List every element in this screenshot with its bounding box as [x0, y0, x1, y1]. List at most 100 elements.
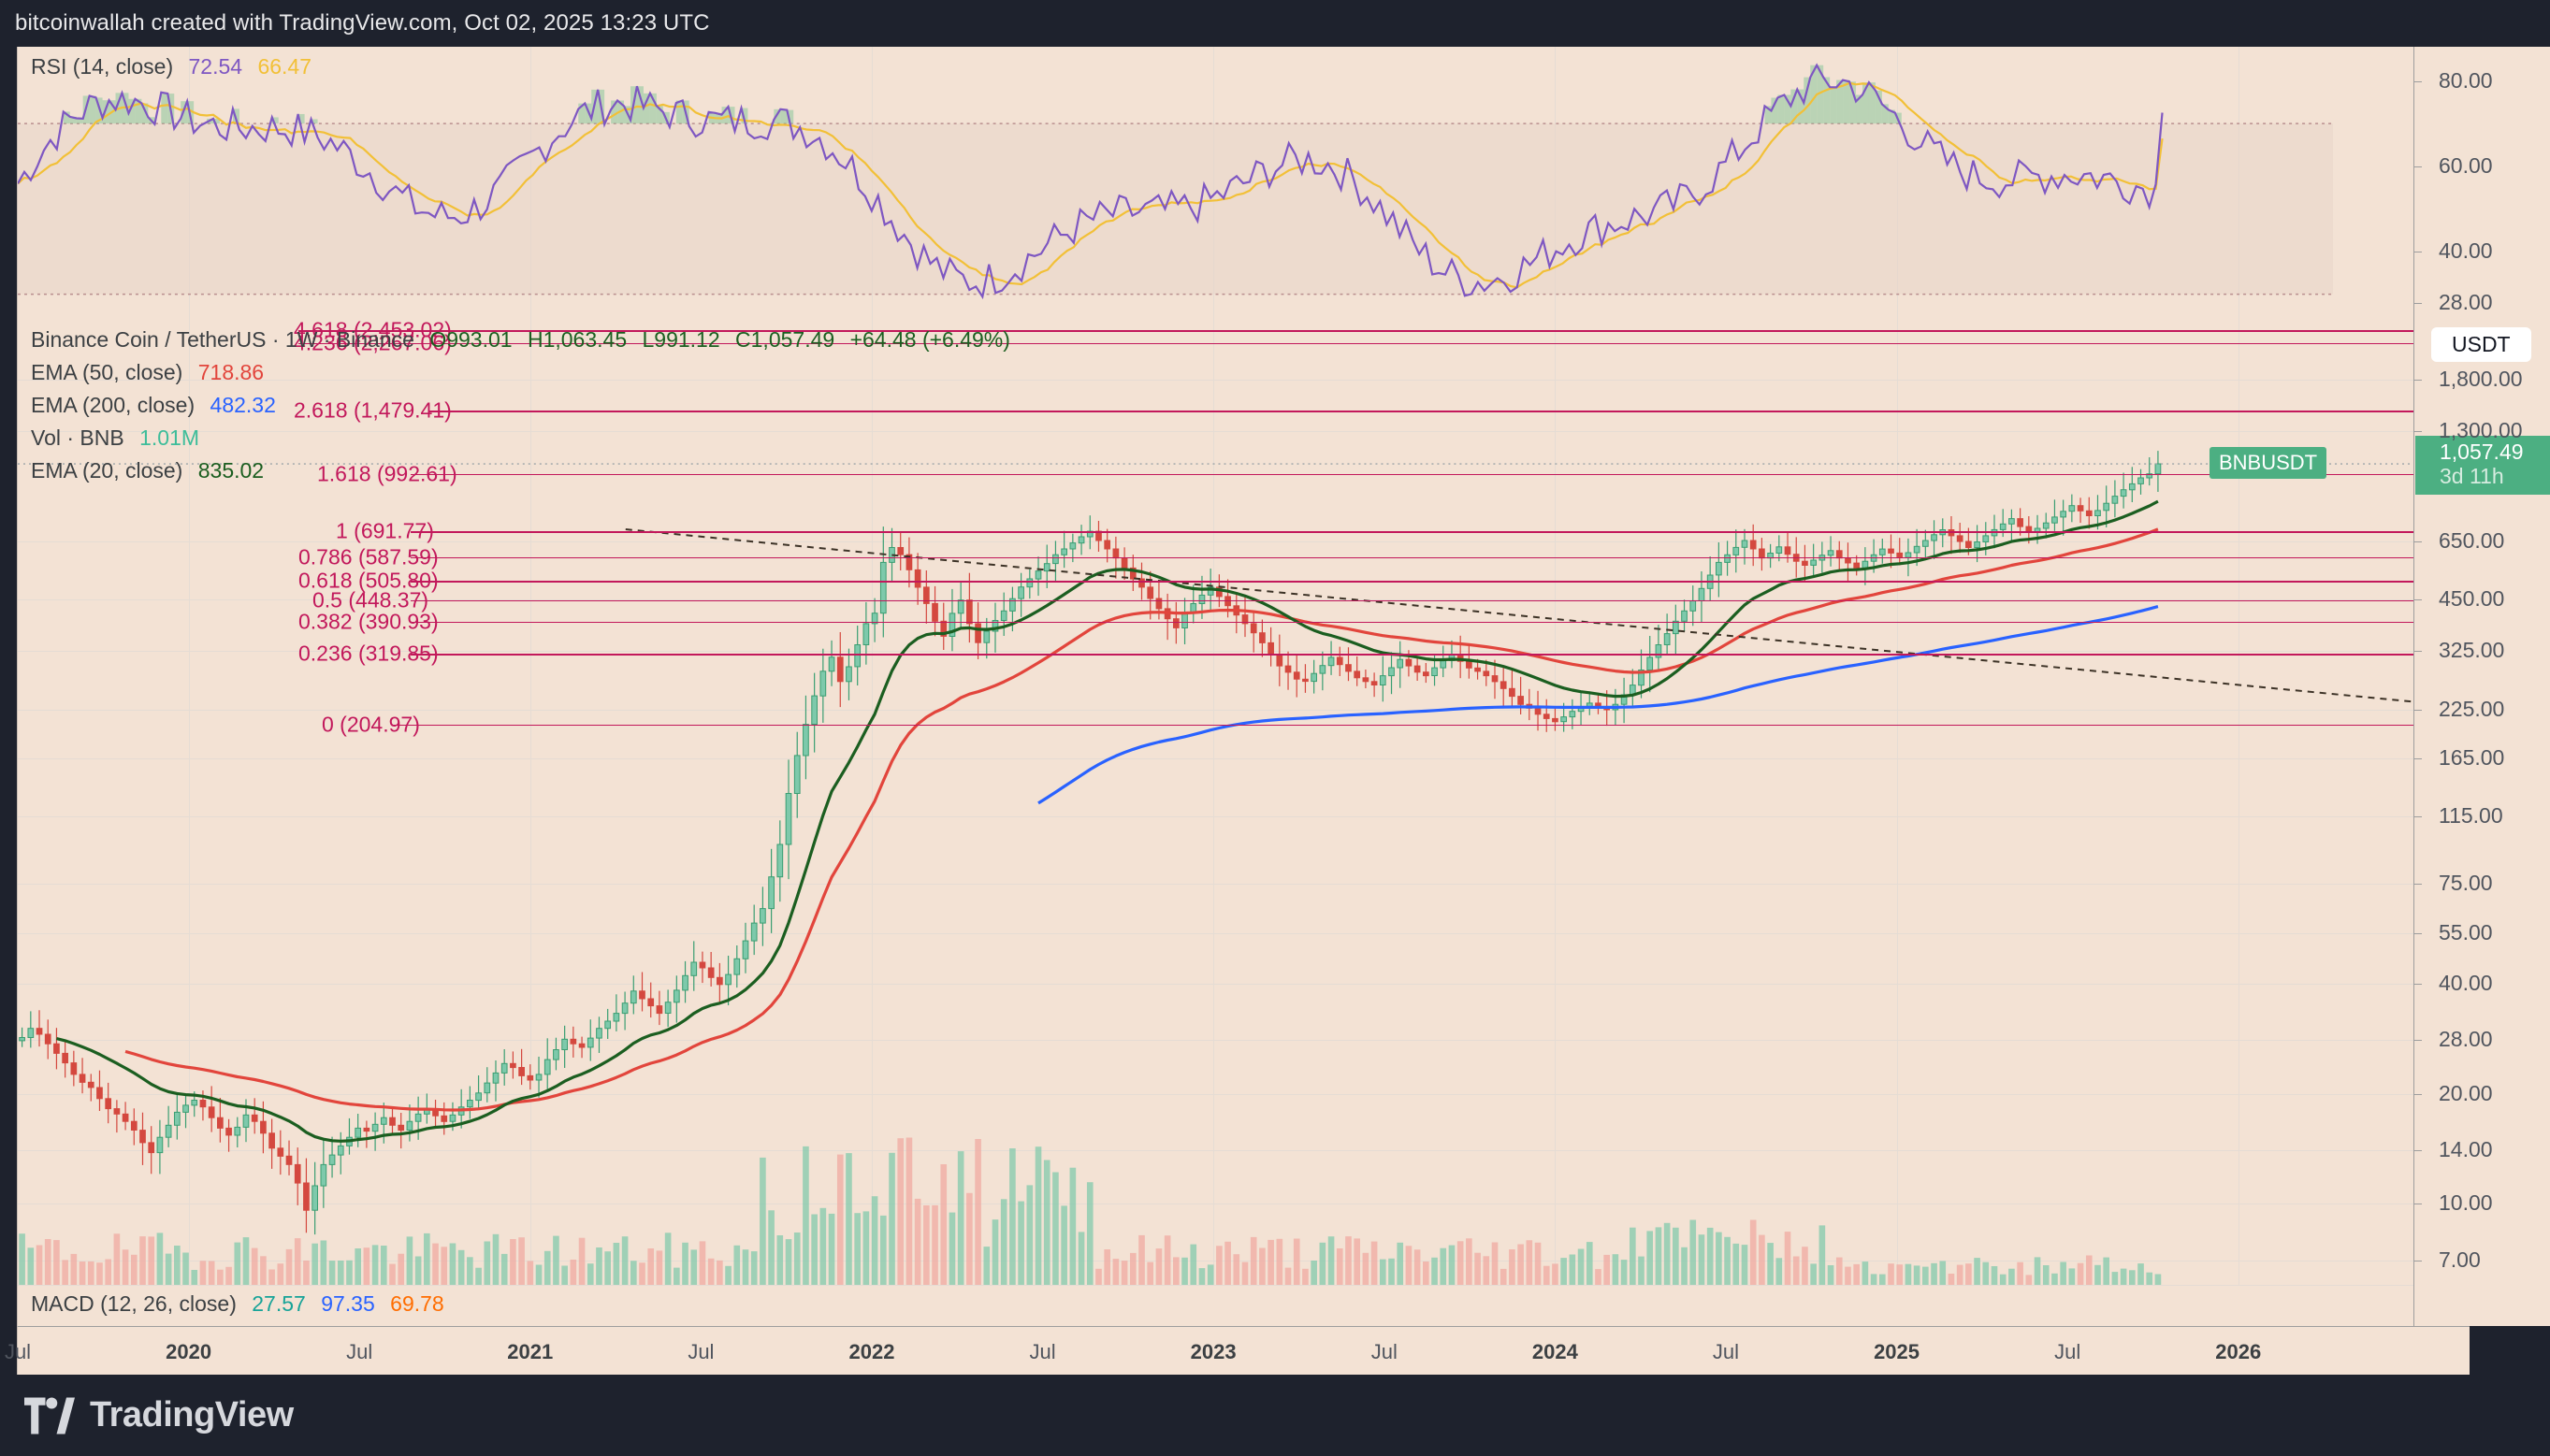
- time-axis-label: Jul: [2054, 1340, 2081, 1363]
- price-axis-label: 650.00: [2439, 527, 2505, 553]
- fib-level-label[interactable]: 4.618 (2,453.02): [294, 317, 452, 342]
- price-axis-tick: [2414, 1150, 2422, 1152]
- indicator-volume[interactable]: Vol · BNB 1.01M: [31, 425, 199, 451]
- time-axis-label: Jul: [688, 1340, 715, 1363]
- symbol-legend[interactable]: Binance Coin / TetherUS · 1W · Binance O…: [31, 327, 1010, 353]
- price-axis-tick: [2414, 815, 2422, 817]
- ohlc-open: O993.01: [429, 327, 513, 352]
- macd-pane[interactable]: MACD (12, 26, close) 27.57 97.35 69.78: [17, 1285, 2470, 1326]
- price-axis-label: 7.00: [2439, 1247, 2481, 1272]
- ohlc-change: +64.48 (+6.49%): [849, 327, 1010, 352]
- price-axis-tick: [2414, 709, 2422, 711]
- indicator-volume-value: 1.01M: [139, 425, 200, 450]
- time-axis[interactable]: Jul 2020 Jul 2021 Jul 2022 Jul 2023 Jul 2024 Jul 20…: [5, 1326, 2470, 1375]
- indicator-ema50-label: EMA (50, close): [31, 360, 183, 384]
- price-axis-tick: [2414, 1040, 2422, 1042]
- fib-level-line[interactable]: [411, 581, 2444, 583]
- fib-level-label[interactable]: 0.382 (390.93): [298, 609, 439, 634]
- time-axis-label: 2026: [2215, 1340, 2262, 1363]
- fib-level-line[interactable]: [411, 654, 2444, 656]
- fib-level-label[interactable]: 1.618 (992.61): [317, 461, 457, 486]
- price-axis-tick: [2414, 379, 2422, 381]
- time-axis-label: Jul: [346, 1340, 373, 1363]
- fib-level-line[interactable]: [392, 724, 2444, 727]
- indicator-ema20-label: EMA (20, close): [31, 458, 183, 483]
- price-axis-label: 14.00: [2439, 1137, 2493, 1162]
- main-chart-pane[interactable]: 4.618 (2,453.02) 4.236 (2,267.06) 2.618 (1…: [17, 317, 2470, 1285]
- fib-level-line[interactable]: [411, 531, 2444, 533]
- indicator-ema200[interactable]: EMA (200, close) 482.32: [31, 393, 276, 418]
- price-axis-label: 55.00: [2439, 919, 2493, 944]
- price-axis-tick: [2414, 651, 2422, 653]
- fib-level-label[interactable]: 0.786 (587.59): [298, 544, 439, 569]
- time-axis-label: 2021: [507, 1340, 554, 1363]
- fib-level-label[interactable]: 0 (204.97): [322, 712, 420, 737]
- fib-level-label[interactable]: 4.236 (2,267.06): [294, 330, 452, 355]
- rsi-pane[interactable]: RSI (14, close) 72.54 66.47: [17, 47, 2470, 320]
- time-axis-label: 2024: [1531, 1340, 1578, 1363]
- price-axis-tick: [2414, 884, 2422, 886]
- macd-value-histogram: 69.78: [390, 1291, 444, 1316]
- indicator-ema200-value: 482.32: [210, 393, 276, 417]
- rsi-ma-value: 66.47: [257, 54, 312, 79]
- fib-level-label[interactable]: 1 (691.77): [336, 518, 434, 543]
- price-axis-tick: [2414, 541, 2422, 542]
- price-axis-label: 40.00: [2439, 970, 2493, 995]
- price-axis-label: 225.00: [2439, 696, 2505, 721]
- fib-level-label[interactable]: 0.236 (319.85): [298, 641, 439, 666]
- rsi-plot: [18, 63, 2334, 300]
- price-axis-tick: [2414, 983, 2422, 985]
- rsi-price-axis[interactable]: 80.00 60.00 40.00 28.00: [2413, 47, 2550, 320]
- fib-level-line[interactable]: [298, 342, 2444, 345]
- time-axis-label: 2022: [848, 1340, 895, 1363]
- price-axis-label: 1,300.00: [2439, 417, 2523, 442]
- macd-legend[interactable]: MACD (12, 26, close) 27.57 97.35 69.78: [31, 1291, 444, 1317]
- price-axis-label: 165.00: [2439, 745, 2505, 771]
- main-price-axis[interactable]: USDT 1,057.49 3d 11h 1,800.00 1,300.00 650…: [2413, 320, 2550, 1285]
- indicator-ema50[interactable]: EMA (50, close) 718.86: [31, 360, 264, 385]
- fib-level-line[interactable]: [298, 330, 2444, 332]
- rsi-axis-label: 28.00: [2439, 289, 2493, 314]
- time-axis-label: Jul: [1029, 1340, 1056, 1363]
- price-axis-tick: [2414, 1093, 2422, 1095]
- price-axis-tick: [2414, 758, 2422, 760]
- fib-level-label[interactable]: 0.618 (505.80): [298, 568, 439, 593]
- rsi-axis-tick: [2414, 302, 2422, 304]
- tradingview-credit: bitcoinwallah created with TradingView.c…: [15, 10, 710, 36]
- ohlc-close: C1,057.49: [735, 327, 835, 352]
- price-axis-label: 1,800.00: [2439, 366, 2523, 391]
- gridline-horizontal: [18, 1285, 2470, 1286]
- price-axis-label: 115.00: [2439, 802, 2503, 828]
- rsi-axis-tick: [2414, 166, 2422, 167]
- price-axis-tick: [2414, 932, 2422, 934]
- fib-level-line[interactable]: [411, 621, 2444, 624]
- macd-price-axis[interactable]: [2413, 1285, 2550, 1326]
- watermark-bar: bitcoinwallah created with TradingView.c…: [0, 0, 2550, 47]
- currency-chip[interactable]: USDT: [2431, 327, 2531, 362]
- tradingview-wordmark: TradingView: [90, 1395, 294, 1434]
- rsi-axis-label: 40.00: [2439, 238, 2493, 263]
- fib-level-label[interactable]: 0.5 (448.37): [312, 587, 429, 613]
- ohlc-low: L991.12: [642, 327, 720, 352]
- footer-branding: TradingView: [0, 1375, 2550, 1456]
- bar-countdown: 3d 11h: [2440, 464, 2504, 489]
- time-axis-label: Jul: [4, 1340, 32, 1363]
- fib-level-line[interactable]: [411, 556, 2444, 559]
- rsi-legend[interactable]: RSI (14, close) 72.54 66.47: [31, 54, 312, 79]
- time-axis-label: Jul: [1712, 1340, 1740, 1363]
- price-axis-label: 20.00: [2439, 1080, 2493, 1105]
- indicator-ema20[interactable]: EMA (20, close) 835.02: [31, 458, 264, 483]
- time-axis-label: 2020: [166, 1340, 212, 1363]
- indicator-volume-label: Vol · BNB: [31, 425, 124, 450]
- indicator-ema50-value: 718.86: [197, 360, 265, 384]
- price-axis-label: 75.00: [2439, 871, 2493, 896]
- price-axis-label: 325.00: [2439, 638, 2505, 663]
- symbol-price-tag: BNBUSDT: [2210, 447, 2327, 480]
- price-plot: [18, 451, 2444, 1285]
- price-axis-label: 28.00: [2439, 1027, 2493, 1052]
- fib-level-label[interactable]: 2.618 (1,479.41): [294, 397, 452, 423]
- indicator-ema20-value: 835.02: [197, 458, 265, 483]
- fib-level-line[interactable]: [411, 599, 2444, 602]
- fib-level-line[interactable]: [411, 473, 2444, 476]
- fib-level-line[interactable]: [429, 411, 2444, 412]
